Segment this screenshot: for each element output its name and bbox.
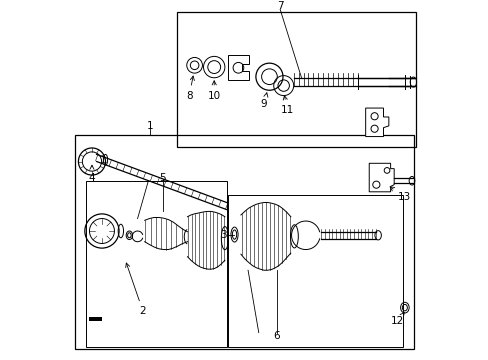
Text: 12: 12 — [390, 312, 404, 326]
Polygon shape — [89, 317, 102, 321]
Text: 11: 11 — [280, 96, 293, 115]
Text: 10: 10 — [207, 81, 220, 100]
Text: 9: 9 — [260, 93, 267, 109]
Text: 8: 8 — [185, 76, 194, 100]
Text: 3: 3 — [219, 230, 226, 239]
Polygon shape — [368, 163, 393, 192]
Text: 2: 2 — [125, 263, 146, 316]
Text: 13: 13 — [389, 187, 411, 202]
Polygon shape — [227, 55, 248, 80]
Text: 6: 6 — [273, 331, 279, 341]
Text: 1: 1 — [146, 121, 153, 131]
Text: 5: 5 — [159, 172, 165, 183]
Text: 4: 4 — [88, 165, 95, 183]
Text: 7: 7 — [276, 1, 283, 12]
Polygon shape — [365, 108, 388, 136]
